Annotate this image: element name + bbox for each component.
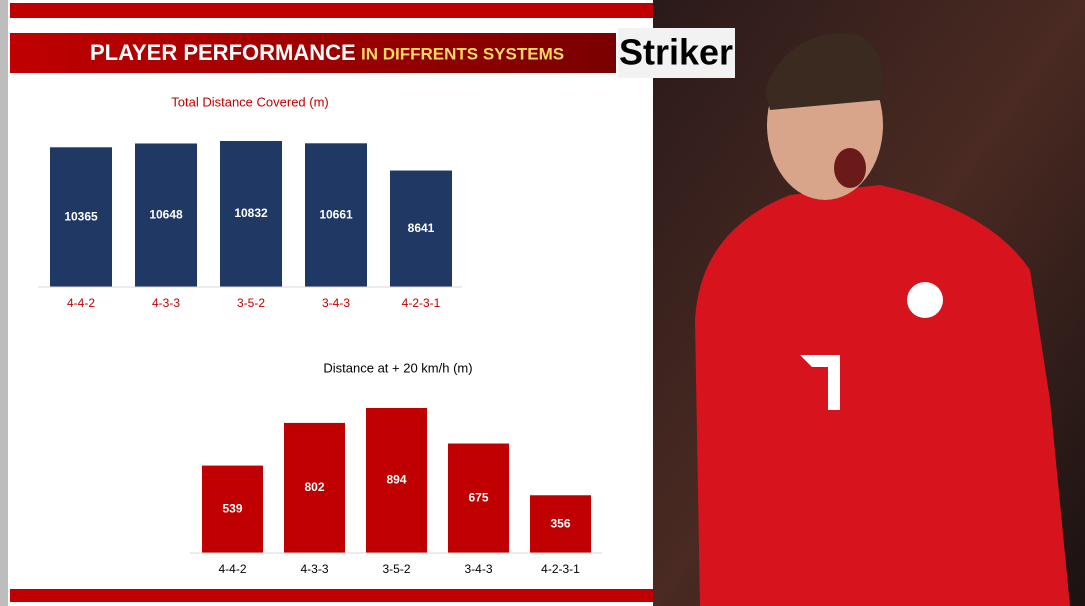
value-label: 10661 [319,207,353,221]
role-box [618,28,735,78]
bar [202,465,263,553]
x-tick-label: 3-5-2 [237,296,265,310]
bar [390,170,452,287]
x-tick-label: 3-4-3 [464,562,492,576]
bar [305,143,367,287]
x-tick-label: 4-3-3 [152,296,180,310]
photo [653,0,1085,606]
crest [907,282,943,318]
chart-title: Distance at + 20 km/h (m) [323,360,472,375]
value-label: 8641 [408,221,435,235]
shirt [695,185,1070,606]
bar [135,143,197,287]
header-title: PLAYER PERFORMANCE [90,40,356,65]
x-tick-label: 3-4-3 [322,296,350,310]
bar [448,443,509,553]
x-tick-label: 4-4-2 [218,562,246,576]
value-label: 894 [386,473,406,487]
hair [765,33,883,110]
value-label: 10832 [234,206,268,220]
shirt-logo [800,355,840,410]
chart-title: Total Distance Covered (m) [171,94,329,109]
bottom-band [10,589,653,602]
value-label: 802 [304,480,324,494]
bar [284,422,345,553]
value-label: 675 [468,490,488,504]
role-label: Striker [619,32,733,73]
x-tick-label: 3-5-2 [382,562,410,576]
value-label: 356 [550,516,570,530]
value-label: 10365 [64,209,98,223]
x-tick-label: 4-2-3-1 [541,562,580,576]
bar [50,147,112,287]
bar [220,141,282,287]
top-band [10,3,653,18]
header-subtitle: IN DIFFRENTS SYSTEMS [361,44,564,63]
bar [530,495,591,553]
mouth [834,148,866,188]
bar [366,408,427,553]
value-label: 10648 [149,207,183,221]
left-edge [0,0,8,606]
title-band [10,33,616,73]
x-tick-label: 4-2-3-1 [402,296,441,310]
value-label: 539 [222,501,242,515]
x-tick-label: 4-4-2 [67,296,95,310]
x-tick-label: 4-3-3 [300,562,328,576]
